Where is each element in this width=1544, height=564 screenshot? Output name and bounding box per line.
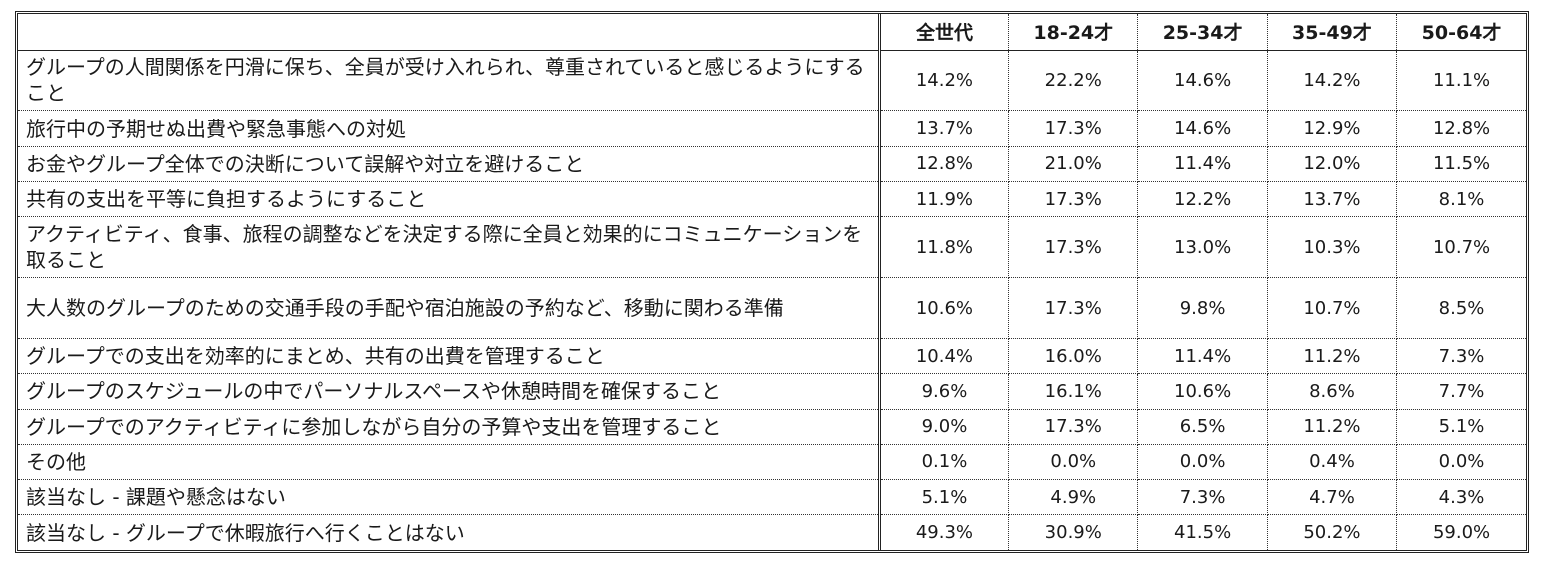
row-label: グループでのアクティビティに参加しながら自分の予算や支出を管理すること <box>18 409 881 445</box>
value-cell: 8.1% <box>1396 181 1526 218</box>
row-label: お金やグループ全体での決断について誤解や対立を避けること <box>18 146 881 182</box>
value-cell: 14.2% <box>1267 50 1398 112</box>
value-cell: 41.5% <box>1137 514 1268 550</box>
value-cell: 12.8% <box>1396 110 1526 147</box>
row-label: 該当なし - グループで休暇旅行へ行くことはない <box>18 514 881 550</box>
value-cell: 14.6% <box>1137 50 1268 112</box>
value-cell: 13.7% <box>1267 181 1398 218</box>
row-label: グループのスケジュールの中でパーソナルスペースや休憩時間を確保すること <box>18 373 881 410</box>
value-cell: 10.6% <box>879 277 1010 340</box>
row-label: 大人数のグループのための交通手段の手配や宿泊施設の予約など、移動に関わる準備 <box>18 277 881 340</box>
value-cell: 11.8% <box>879 216 1010 279</box>
table-row: 共有の支出を平等に負担するようにすること 11.9% 17.3% 12.2% 13.7%… <box>18 181 1526 218</box>
value-cell: 8.6% <box>1267 373 1398 410</box>
value-cell: 0.0% <box>1396 444 1526 480</box>
table-row: 旅行中の予期せぬ出費や緊急事態への対処 13.7% 17.3% 14.6% 12.9% 1… <box>18 110 1526 147</box>
value-cell: 11.2% <box>1267 409 1398 445</box>
value-cell: 5.1% <box>1396 409 1526 445</box>
value-cell: 11.9% <box>879 181 1010 218</box>
value-cell: 7.7% <box>1396 373 1526 410</box>
value-cell: 9.0% <box>879 409 1010 445</box>
value-cell: 10.4% <box>879 338 1010 375</box>
value-cell: 11.4% <box>1137 338 1268 375</box>
corner-header-cell <box>18 14 881 51</box>
value-cell: 30.9% <box>1008 514 1139 550</box>
row-label: 旅行中の予期せぬ出費や緊急事態への対処 <box>18 110 881 147</box>
row-label: 該当なし - 課題や懸念はない <box>18 479 881 516</box>
value-cell: 6.5% <box>1137 409 1268 445</box>
value-cell: 16.1% <box>1008 373 1139 410</box>
value-cell: 0.0% <box>1008 444 1139 480</box>
value-cell: 10.6% <box>1137 373 1268 410</box>
value-cell: 12.9% <box>1267 110 1398 147</box>
value-cell: 12.8% <box>879 146 1010 182</box>
value-cell: 13.0% <box>1137 216 1268 279</box>
table-row: 該当なし - 課題や懸念はない 5.1% 4.9% 7.3% 4.7% 4.3% <box>18 479 1526 516</box>
value-cell: 4.9% <box>1008 479 1139 516</box>
value-cell: 9.8% <box>1137 277 1268 340</box>
table-row: その他 0.1% 0.0% 0.0% 0.4% 0.0% <box>18 444 1526 480</box>
value-cell: 5.1% <box>879 479 1010 516</box>
value-cell: 4.7% <box>1267 479 1398 516</box>
value-cell: 0.1% <box>879 444 1010 480</box>
col-header-50-64: 50-64才 <box>1396 14 1526 51</box>
value-cell: 0.4% <box>1267 444 1398 480</box>
value-cell: 17.3% <box>1008 409 1139 445</box>
value-cell: 9.6% <box>879 373 1010 410</box>
value-cell: 4.3% <box>1396 479 1526 516</box>
table-row: 該当なし - グループで休暇旅行へ行くことはない 49.3% 30.9% 41.5% 5… <box>18 514 1526 550</box>
value-cell: 17.3% <box>1008 277 1139 340</box>
row-label: 共有の支出を平等に負担するようにすること <box>18 181 881 218</box>
value-cell: 17.3% <box>1008 110 1139 147</box>
value-cell: 10.7% <box>1267 277 1398 340</box>
value-cell: 14.6% <box>1137 110 1268 147</box>
value-cell: 12.0% <box>1267 146 1398 182</box>
value-cell: 59.0% <box>1432 522 1491 544</box>
value-cell: 11.4% <box>1137 146 1268 182</box>
value-cell: 22.2% <box>1008 50 1139 112</box>
value-cell: 17.3% <box>1008 216 1139 279</box>
survey-table: 全世代 18-24才 25-34才 35-49才 50-64才 グループの人間関… <box>18 14 1526 550</box>
value-cell: 11.2% <box>1267 338 1398 375</box>
value-cell: 11.1% <box>1396 50 1526 112</box>
value-cell: 10.7% <box>1396 216 1526 279</box>
row-label: その他 <box>18 444 881 480</box>
table-row: グループのスケジュールの中でパーソナルスペースや休憩時間を確保すること 9.6% 1… <box>18 373 1526 410</box>
table-row: 大人数のグループのための交通手段の手配や宿泊施設の予約など、移動に関わる準備 10… <box>18 277 1526 340</box>
value-cell: 21.0% <box>1008 146 1139 182</box>
row-label: アクティビティ、食事、旅程の調整などを決定する際に全員と効果的にコミュニケーショ… <box>18 216 881 279</box>
value-cell: 13.7% <box>879 110 1010 147</box>
table-row: グループでのアクティビティに参加しながら自分の予算や支出を管理すること 9.0% 1… <box>18 409 1526 445</box>
col-header-18-24: 18-24才 <box>1008 14 1139 51</box>
table-row: アクティビティ、食事、旅程の調整などを決定する際に全員と効果的にコミュニケーショ… <box>18 216 1526 279</box>
value-cell: 8.5% <box>1396 277 1526 340</box>
table-row: お金やグループ全体での決断について誤解や対立を避けること 12.8% 21.0% 11… <box>18 146 1526 182</box>
col-header-all-ages: 全世代 <box>879 14 1010 51</box>
value-cell: 10.3% <box>1267 216 1398 279</box>
value-cell: 0.0% <box>1137 444 1268 480</box>
value-cell: 14.2% <box>879 50 1010 112</box>
value-cell: 11.5% <box>1396 146 1526 182</box>
value-cell: 7.3% <box>1396 338 1526 375</box>
survey-table-frame: 全世代 18-24才 25-34才 35-49才 50-64才 グループの人間関… <box>15 11 1529 553</box>
row-label: グループの人間関係を円滑に保ち、全員が受け入れられ、尊重されていると感じるように… <box>18 50 881 112</box>
value-cell: 17.3% <box>1008 181 1139 218</box>
value-cell: 12.2% <box>1137 181 1268 218</box>
col-header-25-34: 25-34才 <box>1137 14 1268 51</box>
value-cell: 7.3% <box>1137 479 1268 516</box>
table-row: グループの人間関係を円滑に保ち、全員が受け入れられ、尊重されていると感じるように… <box>18 50 1526 112</box>
table-row: グループでの支出を効率的にまとめ、共有の出費を管理すること 10.4% 16.0% 1… <box>18 338 1526 375</box>
row-label: グループでの支出を効率的にまとめ、共有の出費を管理すること <box>18 338 881 375</box>
value-cell: 16.0% <box>1008 338 1139 375</box>
col-header-35-49: 35-49才 <box>1267 14 1398 51</box>
header-row: 全世代 18-24才 25-34才 35-49才 50-64才 <box>18 14 1526 51</box>
value-cell: 49.3% <box>879 514 1010 550</box>
value-cell: 50.2% <box>1267 514 1398 550</box>
